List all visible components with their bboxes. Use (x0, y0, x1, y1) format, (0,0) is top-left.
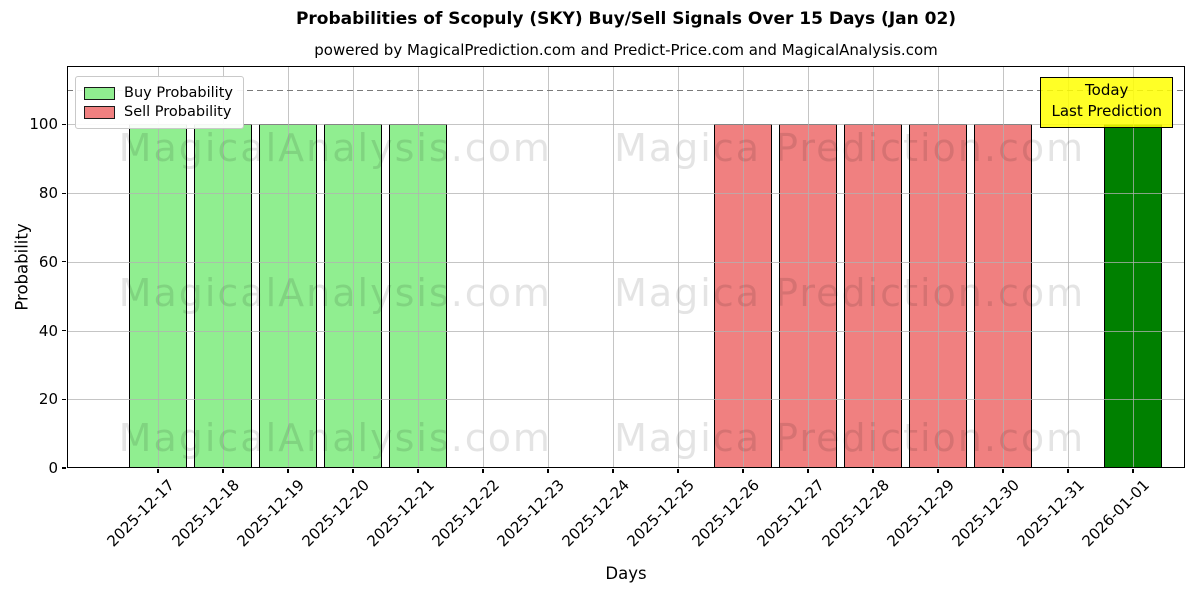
gridline-vertical (872, 66, 874, 468)
overlay-layer: Buy Probability Sell Probability Today Last… (67, 66, 1185, 468)
gridline-vertical (222, 66, 224, 468)
legend: Buy Probability Sell Probability (75, 76, 244, 129)
y-tick-mark (62, 123, 66, 125)
y-tick-label: 100 (29, 115, 58, 134)
gridline-vertical (417, 66, 419, 468)
x-tick-mark (287, 469, 289, 473)
y-tick-label: 60 (38, 252, 58, 271)
x-tick-label: 2025-12-20 (298, 476, 373, 551)
gridline-horizontal (67, 124, 1185, 126)
legend-label: Buy Probability (124, 85, 233, 101)
legend-item: Buy Probability (84, 85, 233, 101)
gridline-vertical (677, 66, 679, 468)
gridline-vertical (1002, 66, 1004, 468)
watermark-text: MagicalAnalysis.com (118, 415, 552, 460)
x-tick-label: 2025-12-21 (363, 476, 438, 551)
x-tick-mark (547, 469, 549, 473)
legend-item: Sell Probability (84, 104, 233, 120)
gridline-vertical (742, 66, 744, 468)
y-tick-mark (62, 261, 66, 263)
x-tick-mark (157, 469, 159, 473)
x-tick-label: 2025-12-23 (493, 476, 568, 551)
gridline-horizontal (67, 261, 1185, 263)
x-tick-label: 2025-12-24 (558, 476, 633, 551)
x-axis-title: Days (605, 564, 647, 583)
watermark-text: Magica Prediction.com (614, 270, 1086, 315)
x-tick-label: 2025-12-27 (753, 476, 828, 551)
x-tick-label: 2025-12-22 (428, 476, 503, 551)
gridline-horizontal (67, 330, 1185, 332)
chart-subtitle: powered by MagicalPrediction.com and Pre… (314, 41, 938, 59)
y-tick-mark (62, 329, 66, 332)
x-tick-label: 2025-12-19 (233, 476, 308, 551)
y-tick-mark (62, 192, 66, 194)
gridline-horizontal (67, 399, 1185, 401)
gridline-vertical (352, 66, 354, 468)
gridline-vertical (482, 66, 484, 468)
y-axis-title: Probability (12, 223, 32, 311)
grid-layer (67, 66, 1185, 468)
x-tick-mark (742, 469, 744, 473)
x-tick-label: 2025-12-26 (688, 476, 763, 551)
x-tick-mark (612, 469, 614, 473)
x-tick-mark (677, 469, 679, 473)
x-tick-mark (482, 469, 484, 473)
gridline-vertical (612, 66, 614, 468)
gridline-horizontal (67, 193, 1185, 195)
x-tick-mark (222, 469, 224, 473)
today-annotation-line: Last Prediction (1051, 102, 1162, 121)
watermark-text: Magica Prediction.com (614, 415, 1086, 460)
gridline-vertical (287, 66, 289, 468)
legend-label: Sell Probability (124, 104, 232, 120)
x-tick-mark (937, 469, 939, 473)
y-tick-mark (62, 398, 66, 400)
chart-title: Probabilities of Scopuly (SKY) Buy/Sell … (295, 9, 957, 29)
watermark-text: Magica Prediction.com (614, 125, 1086, 170)
x-tick-mark (1002, 469, 1004, 473)
x-tick-label: 2025-12-28 (818, 476, 893, 551)
x-tick-label: 2025-12-18 (168, 476, 243, 551)
y-tick-label: 0 (48, 459, 58, 477)
gridline-vertical (1132, 66, 1134, 468)
y-tick-label: 20 (38, 390, 58, 409)
x-tick-label: 2025-12-29 (883, 476, 958, 551)
today-annotation: Today Last Prediction (1040, 77, 1173, 128)
x-tick-mark (352, 469, 354, 473)
today-annotation-line: Today (1085, 81, 1129, 99)
x-tick-mark (417, 469, 419, 473)
watermark-text: MagicalAnalysis.com (118, 270, 552, 315)
legend-swatch (84, 86, 115, 100)
gridline-vertical (157, 66, 159, 468)
y-tick-label: 40 (38, 321, 58, 340)
x-tick-mark (1132, 469, 1134, 473)
y-tick-label: 80 (38, 184, 58, 203)
x-tick-mark (872, 469, 874, 473)
gridline-vertical (1067, 66, 1069, 468)
y-tick-mark (62, 467, 66, 469)
gridline-vertical (937, 66, 939, 468)
watermark-text: MagicalAnalysis.com (118, 125, 552, 170)
x-tick-label: 2025-12-30 (948, 476, 1023, 551)
legend-swatch (84, 105, 115, 119)
plot-area: MagicalAnalysis.com Magica Prediction.com… (67, 66, 1185, 468)
x-tick-label: 2025-12-25 (623, 476, 698, 551)
watermark-layer: MagicalAnalysis.com Magica Prediction.com… (67, 66, 1185, 468)
gridline-vertical (547, 66, 549, 468)
gridline-vertical (807, 66, 809, 468)
x-tick-label: 2025-12-17 (103, 476, 178, 551)
x-tick-label: 2026-01-01 (1078, 476, 1153, 551)
x-tick-mark (807, 469, 809, 473)
x-tick-mark (1067, 469, 1069, 473)
threshold-dashed-line (67, 90, 1185, 92)
x-tick-label: 2025-12-31 (1013, 476, 1088, 551)
